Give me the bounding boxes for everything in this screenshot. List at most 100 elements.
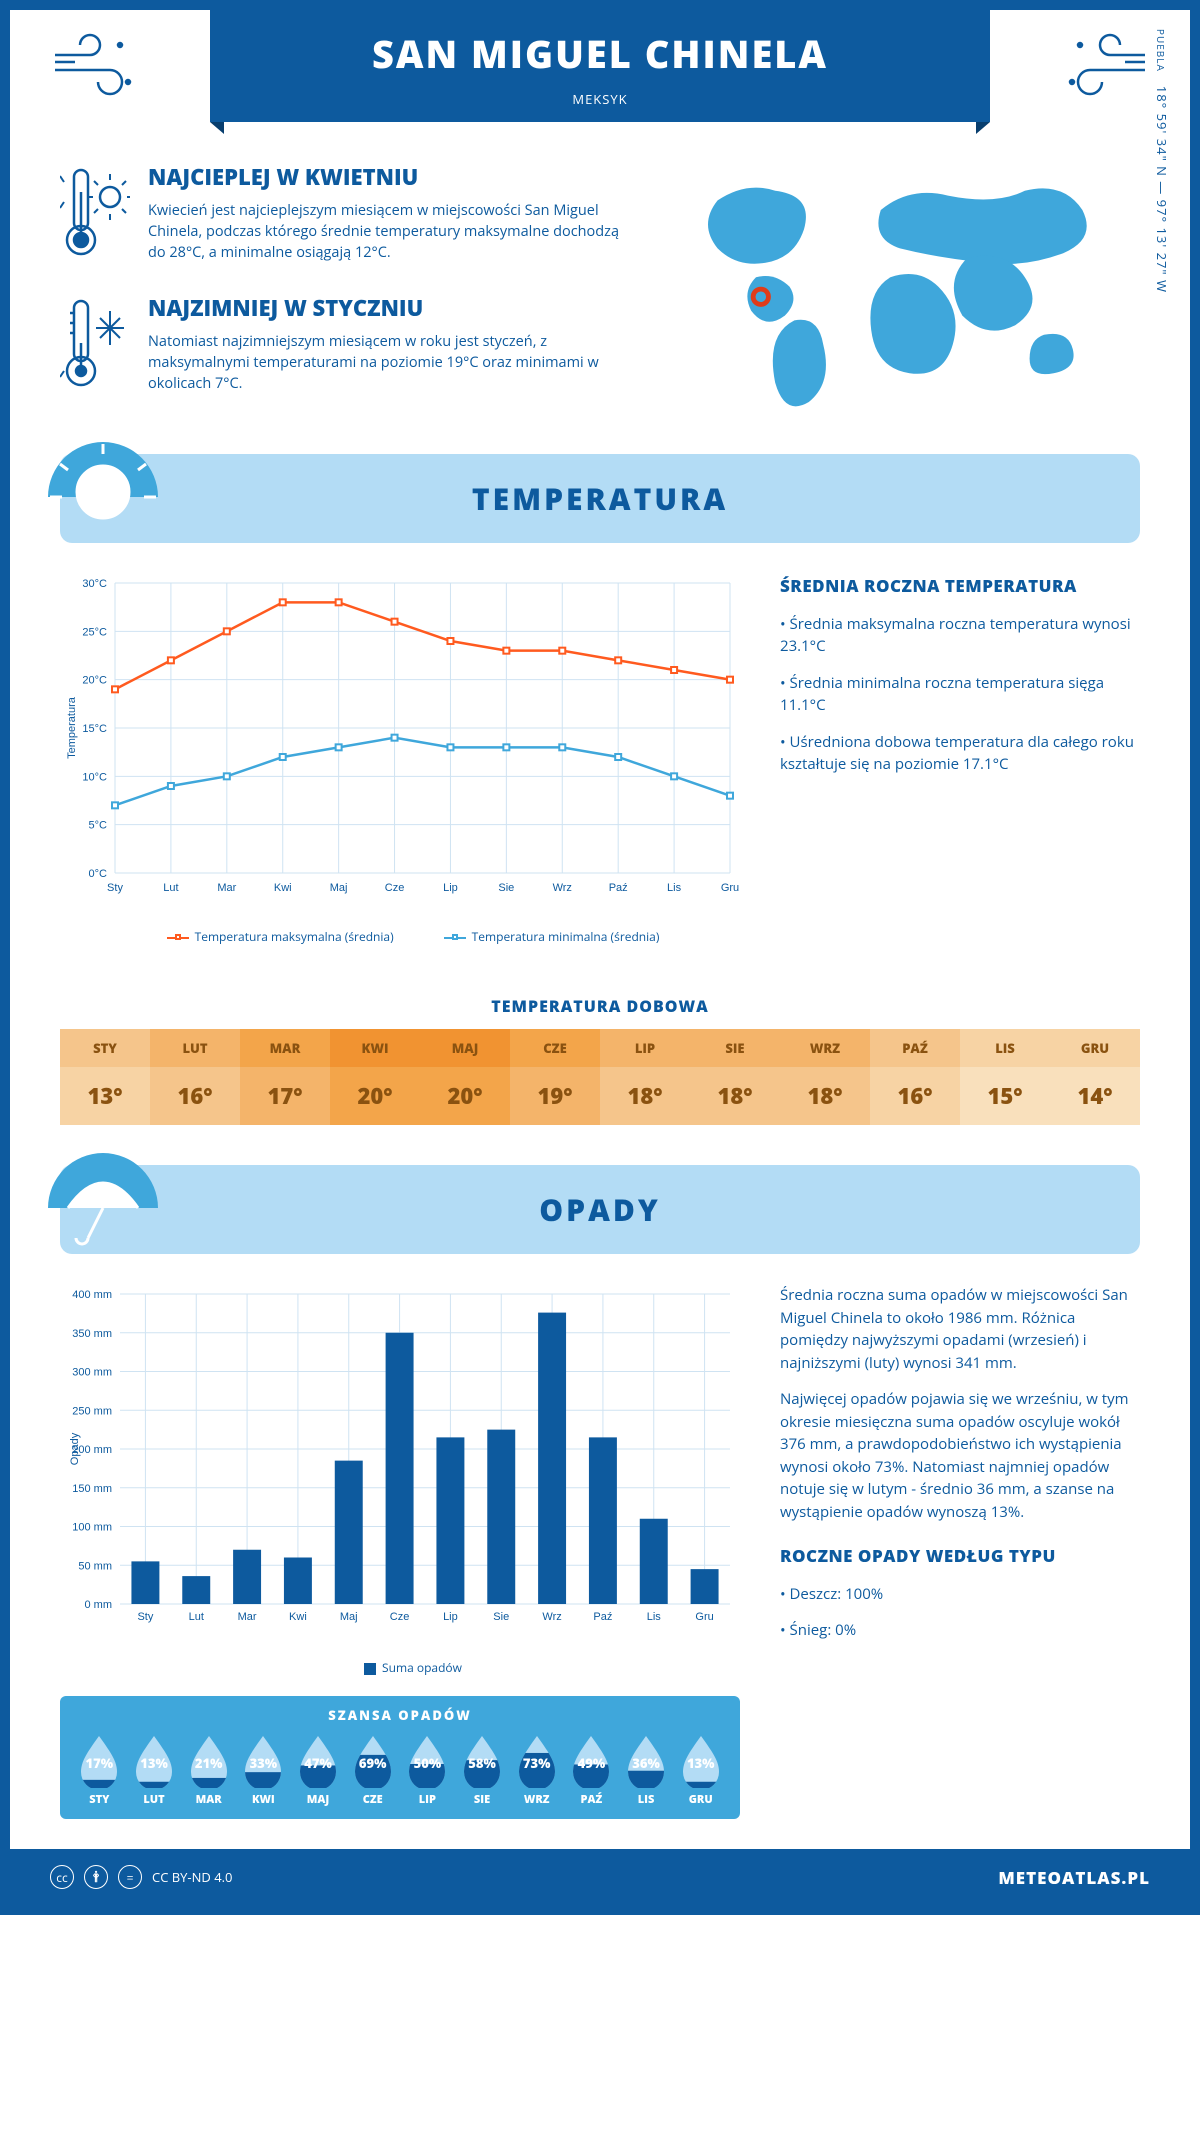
svg-text:10°C: 10°C [82, 771, 107, 783]
precipitation-legend: Suma opadów [60, 1659, 740, 1676]
daily-temp-cell: MAR 17° [240, 1029, 330, 1125]
temperature-legend: Temperatura maksymalna (średnia)Temperat… [60, 928, 740, 945]
temperature-body: 0°C 5°C 10°C 15°C 20°C 25°C 30°C Sty Lut Mar Kwi Ma… [10, 573, 1190, 975]
precipitation-body: 0 mm50 mm100 mm150 mm200 mm250 mm300 mm3… [10, 1284, 1190, 1849]
svg-text:Paź: Paź [609, 882, 628, 894]
site-name: METEOATLAS.PL [998, 1866, 1150, 1889]
coordinates-label: PUEBLA18° 59' 34" N — 97° 13' 27" W [1153, 29, 1171, 293]
precip-drop: 21% MAR [181, 1732, 236, 1807]
daily-temp-title: TEMPERATURA DOBOWA [10, 995, 1190, 1017]
precip-drop: 73% WRZ [509, 1732, 564, 1807]
svg-text:400 mm: 400 mm [72, 1289, 112, 1301]
svg-text:Lut: Lut [163, 882, 178, 894]
precip-drop: 33% KWI [236, 1732, 291, 1807]
svg-text:Lip: Lip [443, 1611, 458, 1623]
daily-temp-cell: LIP 18° [600, 1029, 690, 1125]
svg-text:Opady: Opady [69, 1432, 81, 1465]
svg-text:Maj: Maj [330, 882, 348, 894]
thermometer-cold-icon [60, 293, 130, 398]
country-label: MEKSYK [250, 90, 950, 108]
svg-text:150 mm: 150 mm [72, 1483, 112, 1495]
svg-text:Temperatura: Temperatura [66, 696, 78, 759]
svg-text:Kwi: Kwi [274, 882, 292, 894]
svg-text:300 mm: 300 mm [72, 1367, 112, 1379]
svg-text:0°C: 0°C [89, 868, 108, 880]
precip-drop: 36% LIS [619, 1732, 674, 1807]
coldest-text: Natomiast najzimniejszym miesiącem w rok… [148, 331, 620, 394]
svg-text:Cze: Cze [390, 1611, 410, 1623]
svg-text:Gru: Gru [695, 1611, 713, 1623]
svg-text:Wrz: Wrz [553, 882, 572, 894]
daily-temp-cell: GRU 14° [1050, 1029, 1140, 1125]
temperature-section-header: TEMPERATURA [60, 454, 1140, 543]
svg-text:Sie: Sie [493, 1611, 509, 1623]
daily-temp-cell: CZE 19° [510, 1029, 600, 1125]
page: SAN MIGUEL CHINELA MEKSYK NAJCIEPLEJ W K… [0, 0, 1200, 1915]
precip-drop: 69% CZE [345, 1732, 400, 1807]
precipitation-summary: Średnia roczna suma opadów w miejscowośc… [780, 1284, 1140, 1819]
daily-temp-cell: PAŹ 16° [870, 1029, 960, 1125]
precip-drop: 49% PAŹ [564, 1732, 619, 1807]
daily-temp-cell: MAJ 20° [420, 1029, 510, 1125]
license-text: CC BY-ND 4.0 [152, 1868, 232, 1886]
svg-text:350 mm: 350 mm [72, 1328, 112, 1340]
daily-temp-cell: LUT 16° [150, 1029, 240, 1125]
location-title: SAN MIGUEL CHINELA [250, 28, 950, 80]
svg-text:Sty: Sty [137, 1611, 153, 1623]
svg-text:Lis: Lis [647, 1611, 662, 1623]
svg-text:15°C: 15°C [82, 723, 107, 735]
svg-text:250 mm: 250 mm [72, 1405, 112, 1417]
coldest-blurb: NAJZIMNIEJ W STYCZNIU Natomiast najzimni… [60, 293, 620, 398]
svg-text:25°C: 25°C [82, 626, 107, 638]
warmest-text: Kwiecień jest najcieplejszym miesiącem w… [148, 200, 620, 263]
sun-icon [48, 442, 158, 552]
svg-text:Gru: Gru [721, 882, 739, 894]
precip-drop: 47% MAJ [291, 1732, 346, 1807]
wind-deco-left [50, 30, 140, 118]
world-map: PUEBLA18° 59' 34" N — 97° 13' 27" W [660, 162, 1140, 424]
svg-text:Lis: Lis [667, 882, 682, 894]
header-banner: SAN MIGUEL CHINELA MEKSYK [210, 10, 990, 122]
svg-text:100 mm: 100 mm [72, 1522, 112, 1534]
umbrella-icon [48, 1153, 158, 1263]
intro-row: NAJCIEPLEJ W KWIETNIU Kwiecień jest najc… [10, 152, 1190, 454]
footer: cc 🛉 = CC BY-ND 4.0 METEOATLAS.PL [10, 1849, 1190, 1905]
precipitation-section-header: OPADY [60, 1165, 1140, 1254]
svg-text:50 mm: 50 mm [78, 1560, 112, 1572]
svg-text:Wrz: Wrz [542, 1611, 561, 1623]
svg-text:Mar: Mar [238, 1611, 257, 1623]
svg-text:5°C: 5°C [89, 820, 108, 832]
warmest-title: NAJCIEPLEJ W KWIETNIU [148, 162, 620, 192]
svg-text:Sie: Sie [498, 882, 514, 894]
daily-temp-table: STY 13° LUT 16° MAR 17° KWI 20° MAJ 20° … [60, 1029, 1140, 1125]
precipitation-bar-chart: 0 mm50 mm100 mm150 mm200 mm250 mm300 mm3… [60, 1284, 740, 1644]
daily-temp-cell: LIS 15° [960, 1029, 1050, 1125]
thermometer-hot-icon [60, 162, 130, 267]
svg-text:Sty: Sty [107, 882, 123, 894]
svg-text:Maj: Maj [340, 1611, 358, 1623]
temperature-summary: ŚREDNIA ROCZNA TEMPERATURA • Średnia mak… [780, 573, 1140, 945]
svg-text:Paź: Paź [593, 1611, 612, 1623]
daily-temp-cell: STY 13° [60, 1029, 150, 1125]
precipitation-probability: SZANSA OPADÓW 17% STY 13% LU [60, 1696, 740, 1819]
daily-temp-cell: WRZ 18° [780, 1029, 870, 1125]
nd-icon: = [118, 1865, 142, 1889]
svg-text:Kwi: Kwi [289, 1611, 307, 1623]
svg-text:Mar: Mar [217, 882, 236, 894]
cc-icon: cc [50, 1865, 74, 1889]
svg-text:0 mm: 0 mm [85, 1599, 113, 1611]
warmest-blurb: NAJCIEPLEJ W KWIETNIU Kwiecień jest najc… [60, 162, 620, 267]
temperature-line-chart: 0°C 5°C 10°C 15°C 20°C 25°C 30°C Sty Lut Mar Kwi Ma… [60, 573, 740, 913]
wind-deco-right [1060, 30, 1150, 118]
daily-temp-cell: SIE 18° [690, 1029, 780, 1125]
svg-text:Cze: Cze [385, 882, 405, 894]
coldest-title: NAJZIMNIEJ W STYCZNIU [148, 293, 620, 323]
precip-drop: 13% LUT [127, 1732, 182, 1807]
precip-drop: 58% SIE [455, 1732, 510, 1807]
precip-drop: 13% GRU [673, 1732, 728, 1807]
svg-text:Lip: Lip [443, 882, 458, 894]
svg-text:30°C: 30°C [82, 578, 107, 590]
svg-text:Lut: Lut [189, 1611, 204, 1623]
svg-text:20°C: 20°C [82, 675, 107, 687]
by-icon: 🛉 [84, 1865, 108, 1889]
